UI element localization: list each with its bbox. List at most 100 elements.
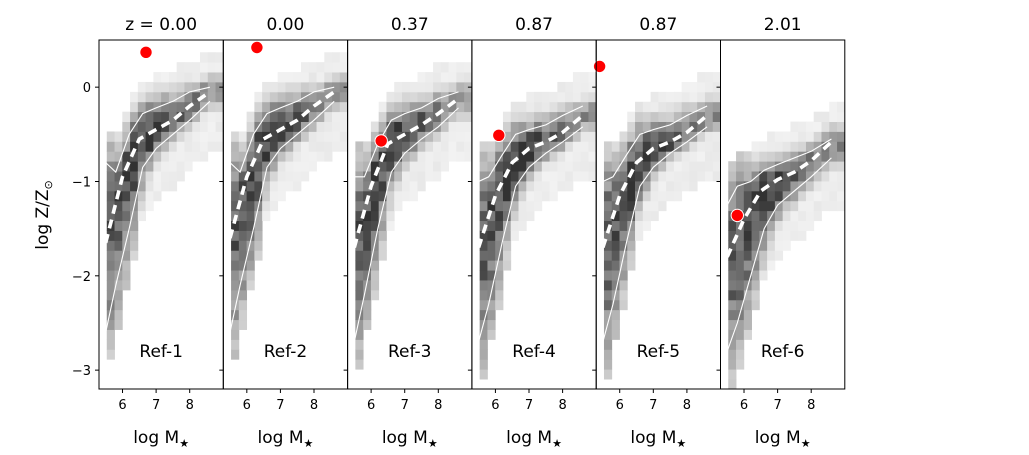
heatmap-cell	[370, 270, 380, 281]
heatmap-cell	[285, 72, 294, 83]
heatmap-cell	[285, 141, 294, 152]
heatmap-cell	[479, 289, 488, 301]
heatmap-cell	[401, 91, 411, 103]
heatmap-cell	[635, 171, 644, 182]
heatmap-cell	[130, 151, 139, 162]
heatmap-cell	[207, 81, 216, 93]
heatmap-cell	[254, 111, 263, 122]
heatmap-cell	[114, 230, 123, 241]
heatmap-cell	[627, 190, 636, 202]
x-tick-label: 7	[525, 398, 533, 413]
heatmap-cell	[805, 151, 815, 162]
heatmap-cell	[130, 250, 139, 261]
heatmap-cell	[153, 72, 162, 83]
heatmap-cell	[704, 161, 714, 172]
x-axis-label-text: log M	[133, 428, 179, 448]
heatmap-cell	[433, 72, 442, 83]
heatmap-cell	[106, 131, 115, 142]
x-axis-label: log M★	[382, 428, 438, 450]
heatmap-cell	[743, 161, 752, 172]
heatmap-cell	[293, 72, 302, 83]
heatmap-cell	[238, 299, 248, 311]
heatmap-cell	[518, 141, 527, 152]
heatmap-cell	[751, 171, 760, 182]
heatmap-cell	[106, 151, 115, 162]
heatmap-cell	[409, 181, 418, 192]
heatmap-cell	[479, 171, 488, 182]
heatmap-cell	[106, 270, 115, 281]
panel-frame	[720, 39, 846, 390]
heatmap-cell	[487, 260, 496, 271]
heatmap-cell	[417, 161, 426, 172]
heatmap-cell	[487, 270, 496, 281]
heatmap-cell	[130, 230, 139, 241]
heatmap-cell	[130, 111, 139, 122]
heatmap-cell	[262, 210, 271, 222]
heatmap-cell	[829, 101, 838, 113]
heatmap-cell	[479, 181, 488, 192]
heatmap-cell	[176, 121, 185, 132]
heatmap-cell	[603, 181, 613, 192]
heatmap-cell	[277, 171, 286, 182]
heatmap-cell	[619, 200, 628, 212]
heatmap-cell	[207, 121, 216, 132]
heatmap-cell	[611, 230, 620, 241]
heatmap-cell	[293, 181, 302, 192]
heatmap-cell	[285, 111, 294, 122]
heatmap-cell	[510, 171, 519, 182]
heatmap-cell	[231, 220, 240, 231]
heatmap-cell	[168, 181, 178, 192]
heatmap-cell	[782, 240, 791, 251]
heatmap-cell	[487, 289, 496, 301]
heatmap-cell	[464, 101, 472, 113]
heatmap-cell	[308, 151, 317, 162]
heatmap-cell	[658, 161, 667, 172]
heatmap-cell	[417, 101, 426, 113]
heatmap-cell	[479, 250, 488, 261]
heatmap-cell	[774, 210, 784, 222]
heatmap-cell	[308, 121, 317, 132]
heatmap-cell	[767, 181, 776, 192]
heatmap-cell	[681, 151, 690, 162]
heatmap-cell	[774, 181, 784, 192]
heatmap-cell	[642, 200, 651, 212]
heatmap-cell	[487, 240, 496, 251]
heatmap-cell	[798, 200, 807, 212]
heatmap-cell	[603, 299, 613, 311]
heatmap-cell	[122, 210, 131, 222]
heatmap-cell	[433, 81, 442, 93]
x-tick-label: 6	[740, 398, 748, 413]
heatmap-cell	[324, 141, 333, 152]
heatmap-cell	[603, 151, 613, 162]
heatmap-cell	[145, 101, 154, 113]
heatmap-cell	[689, 151, 698, 162]
heatmap-cell	[681, 121, 690, 132]
heatmap-cell	[572, 91, 582, 103]
heatmap-cell	[106, 141, 115, 152]
heatmap-cell	[401, 181, 411, 192]
heatmap-cell	[440, 131, 449, 142]
heatmap-cell	[269, 111, 279, 122]
heatmap-cell	[238, 210, 248, 222]
x-tick-label: 7	[276, 398, 284, 413]
heatmap-cell	[425, 91, 434, 103]
heatmap-cell	[425, 121, 434, 132]
heatmap-cell	[697, 151, 706, 162]
heatmap-cell	[502, 250, 512, 261]
heatmap-cell	[339, 111, 348, 122]
heatmap-cell	[238, 200, 248, 212]
heatmap-cell	[106, 309, 115, 321]
heatmap-cell	[231, 309, 240, 321]
heatmap-cell	[114, 161, 123, 172]
heatmap-cell	[767, 240, 776, 251]
upper-percentile-line	[229, 86, 335, 174]
heatmap-cell	[207, 62, 216, 73]
heatmap-cell	[277, 121, 286, 132]
heatmap-cell	[658, 200, 667, 212]
heatmap-cell	[370, 121, 380, 132]
heatmap-cell	[549, 121, 558, 132]
heatmap-cell	[456, 101, 465, 113]
heatmap-cell	[300, 121, 310, 132]
heatmap-cell	[409, 101, 418, 113]
heatmap-cell	[122, 131, 131, 142]
